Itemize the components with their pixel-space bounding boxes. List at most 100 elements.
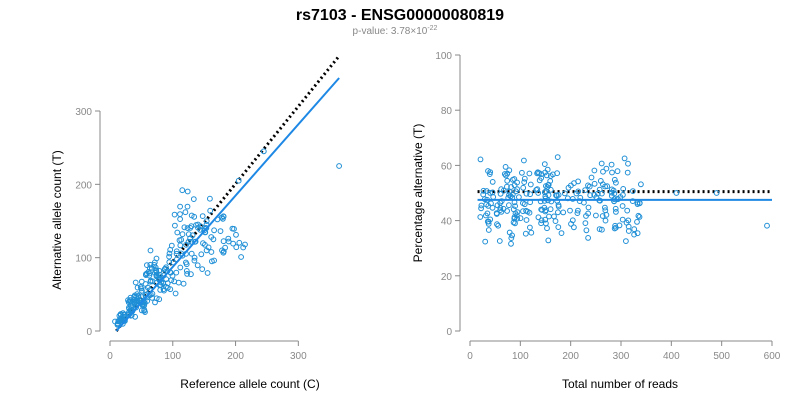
scatter-point (211, 227, 218, 234)
scatter-point (117, 315, 124, 322)
x-axis-label: Total number of reads (562, 377, 678, 391)
scatter-point (188, 271, 194, 278)
scatter-point (477, 156, 484, 163)
scatter-point (193, 222, 200, 228)
scatter-point (188, 250, 195, 257)
scatter-point (713, 190, 720, 196)
scatter-point (183, 268, 190, 274)
scatter-point (764, 222, 770, 229)
scatter-point (222, 244, 229, 251)
scatter-point (620, 186, 627, 192)
scatter-point (538, 217, 545, 224)
scatter-point (132, 279, 139, 286)
scatter-point (167, 286, 174, 293)
scatter-point (585, 182, 591, 189)
scatter-point (489, 189, 496, 196)
scatter-point (591, 167, 598, 174)
scatter-point (631, 231, 637, 238)
scatter-point (624, 169, 631, 176)
scatter-point (583, 227, 590, 234)
scatter-point (182, 209, 189, 216)
scatter-point (225, 238, 232, 245)
x-tick-label: 300 (290, 351, 307, 362)
figure-title: rs7103 - ENSG00000080819 (296, 7, 504, 24)
scatter-point (596, 186, 603, 193)
scatter-point (575, 207, 581, 214)
y-tick-label: 200 (75, 180, 92, 191)
scatter-point (495, 222, 502, 229)
scatter-point (609, 169, 615, 176)
scatter-point (166, 253, 173, 260)
scatter-point (528, 229, 535, 236)
scatter-point (177, 264, 184, 271)
figure-subtitle: p-value: 3.78×10-22 (353, 25, 438, 37)
scatter-point (485, 168, 491, 174)
scatter-point (166, 250, 173, 257)
scatter-point (542, 193, 549, 200)
scatter-point (188, 212, 195, 219)
scatter-point (624, 207, 631, 214)
scatter-point (620, 192, 626, 198)
scatter-point (209, 258, 215, 265)
scatter-point (176, 237, 183, 244)
x-axis-label: Reference allele count (C) (180, 377, 319, 391)
scatter-point (600, 168, 606, 175)
scatter-point (497, 190, 504, 197)
scatter-point (599, 226, 605, 233)
scatter-point (575, 178, 581, 185)
scatter-point (173, 248, 180, 255)
scatter-point (554, 154, 561, 161)
scatter-point (207, 195, 213, 202)
pvalue-exponent: -22 (427, 25, 437, 32)
scatter-point (485, 203, 492, 209)
scatter-point (603, 212, 610, 218)
scatter-point (191, 257, 198, 264)
scatter-point (480, 187, 487, 194)
scatter-point (509, 176, 516, 183)
scatter-point (612, 205, 619, 212)
scatter-point (553, 192, 559, 199)
scatter-point (184, 203, 191, 210)
reference-line (115, 55, 341, 332)
scatter-point (534, 170, 540, 177)
scatter-point (140, 303, 146, 309)
scatter-point (510, 206, 517, 213)
scatter-point (504, 177, 511, 184)
scatter-point (582, 220, 589, 227)
scatter-point (625, 228, 632, 234)
scatter-point (482, 238, 489, 245)
scatter-point (561, 190, 568, 197)
scatter-point (156, 267, 163, 274)
scatter-point (153, 273, 160, 280)
scatter-point (545, 237, 552, 244)
y-tick-label: 0 (446, 327, 452, 338)
fit-line (115, 77, 340, 332)
scatter-point (177, 203, 184, 210)
scatter-point (621, 155, 628, 162)
scatter-point (207, 207, 214, 214)
scatter-point (608, 186, 615, 193)
pvalue-text: p-value: 3.78×10 (353, 26, 428, 37)
scatter-point (638, 181, 644, 188)
scatter-point (502, 164, 509, 170)
scatter-point (199, 266, 206, 273)
scatter-point (184, 271, 191, 277)
scatter-point (190, 196, 197, 203)
scatter-point (135, 294, 142, 301)
right-scatter-panel: 0 100 200 300 400 500 600 0 20 40 60 80 100 Total nu… (411, 51, 781, 391)
scatter-point (171, 278, 178, 285)
axes: 0 100 200 300 0 100 200 300 (75, 107, 307, 362)
scatter-point (501, 171, 508, 177)
scatter-point (506, 202, 512, 209)
scatter-point (489, 179, 496, 185)
y-tick-label: 60 (441, 161, 453, 172)
scatter-point (573, 190, 580, 197)
scatter-point (477, 214, 484, 220)
scatter-point (509, 232, 515, 239)
scatter-point (194, 262, 201, 269)
scatter-point (555, 224, 562, 231)
scatter-point (155, 274, 162, 281)
scatter-point (179, 231, 186, 238)
x-tick-label: 600 (764, 351, 781, 362)
scatter-point (504, 183, 510, 190)
